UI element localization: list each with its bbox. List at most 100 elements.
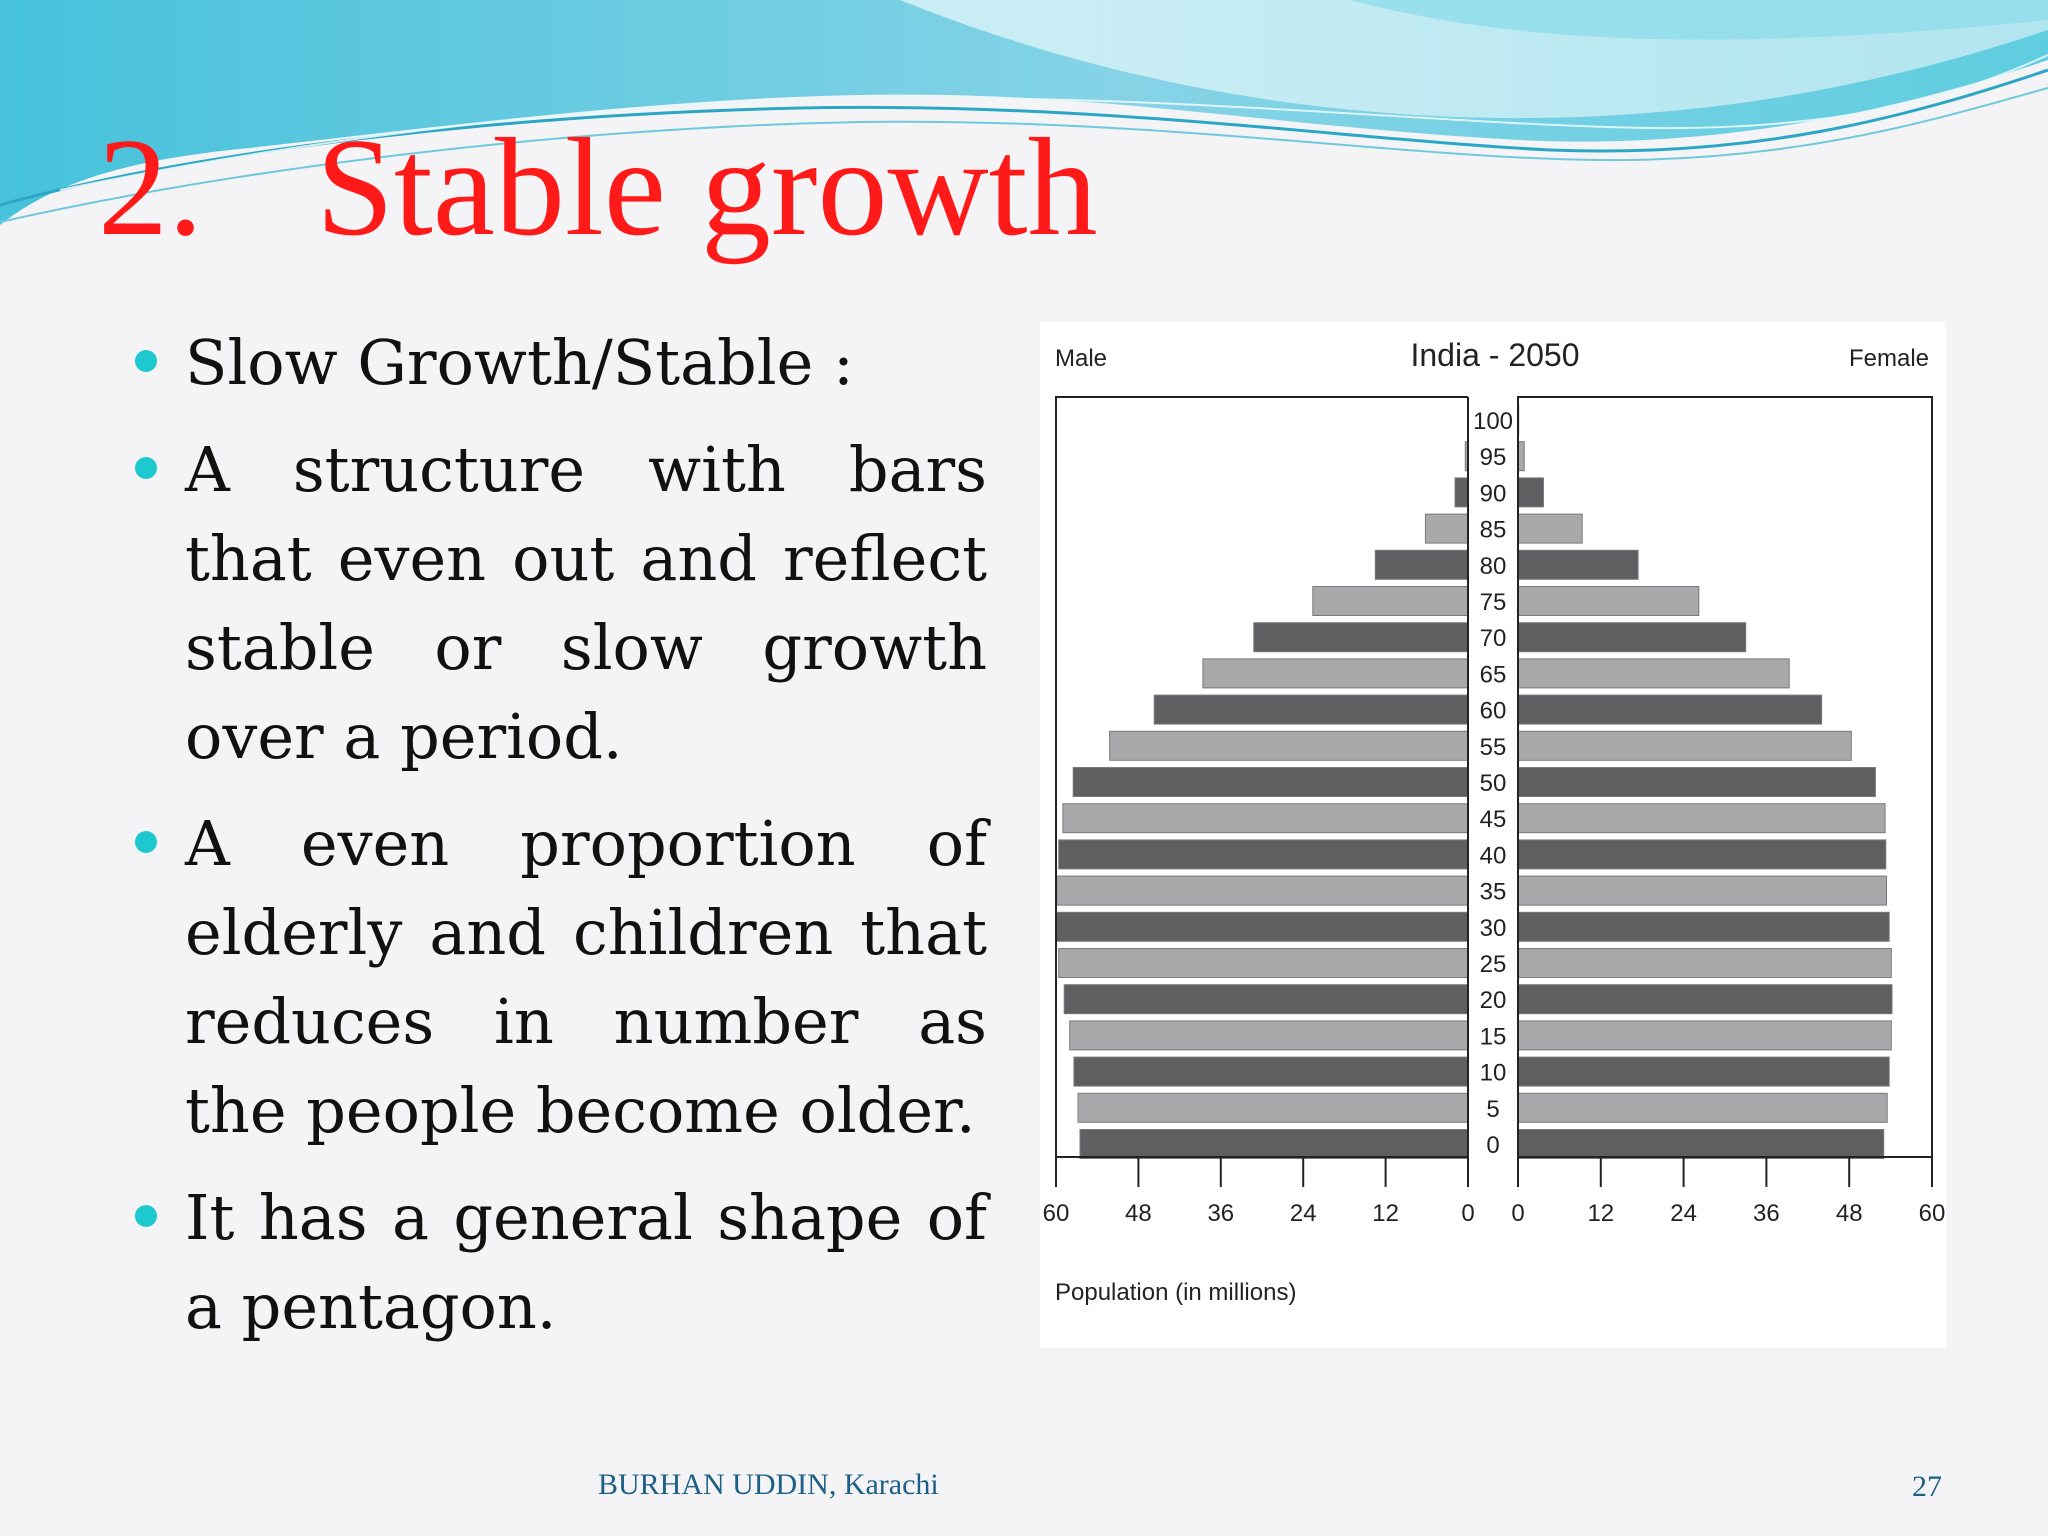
x-tick-label: 12: [1372, 1200, 1399, 1227]
male-bar-15: [1069, 1020, 1469, 1051]
female-bar-25: [1517, 948, 1892, 978]
bullet-dot-icon: [135, 831, 157, 853]
x-tick-label: 60: [1043, 1200, 1070, 1227]
bullet-list: Slow Growth/Stable : A structure with ba…: [135, 318, 987, 1369]
female-bar-15: [1517, 1020, 1892, 1051]
bullet-text: A structure with bars that even out and …: [185, 433, 987, 773]
female-bar-55: [1517, 730, 1852, 761]
female-bar-85: [1517, 513, 1583, 544]
age-label: 45: [1480, 806, 1507, 833]
x-tick-label: 60: [1919, 1200, 1946, 1227]
bullet-dot-icon: [135, 350, 157, 372]
title-text: Stable growth: [316, 110, 1098, 265]
title-number: 2.: [98, 110, 203, 265]
bullet-dot-icon: [135, 457, 157, 479]
female-bar-50: [1517, 767, 1876, 797]
chart-left-label: Male: [1055, 345, 1107, 372]
age-label: 5: [1486, 1096, 1499, 1123]
male-bar-55: [1109, 730, 1469, 761]
male-bar-5: [1077, 1092, 1469, 1123]
age-label: 20: [1480, 987, 1507, 1014]
bullet-item: It has a general shape of a pentagon.: [135, 1173, 987, 1351]
female-bar-5: [1517, 1092, 1888, 1123]
male-bar-90: [1454, 477, 1469, 508]
x-tick-label: 0: [1461, 1200, 1474, 1227]
age-label: 40: [1480, 842, 1507, 869]
x-tick-label: 12: [1587, 1200, 1614, 1227]
male-bar-35: [1056, 875, 1469, 906]
male-bar-50: [1072, 767, 1469, 797]
male-bar-45: [1062, 803, 1469, 834]
female-bar-10: [1517, 1056, 1890, 1087]
male-bar-10: [1073, 1056, 1469, 1087]
female-bar-40: [1517, 839, 1887, 870]
age-label: 90: [1480, 480, 1507, 507]
female-bar-60: [1517, 694, 1823, 725]
header-wave-decoration: [0, 0, 2048, 225]
age-label: 35: [1480, 879, 1507, 906]
footer-author: BURHAN UDDIN, Karachi: [598, 1468, 939, 1501]
female-bar-65: [1517, 658, 1790, 689]
female-bar-90: [1517, 477, 1544, 508]
age-label: 60: [1480, 698, 1507, 725]
male-bar-20: [1063, 984, 1469, 1015]
age-label: 70: [1480, 625, 1507, 652]
x-tick-label: 24: [1670, 1200, 1697, 1227]
male-bar-65: [1202, 658, 1469, 689]
female-bar-35: [1517, 875, 1887, 906]
bullet-text: A even proportion of elderly and childre…: [185, 807, 987, 1147]
chart-x-axis-label: Population (in millions): [1055, 1279, 1296, 1306]
x-tick-label: 24: [1290, 1200, 1317, 1227]
age-label: 0: [1486, 1132, 1499, 1159]
male-bar-25: [1058, 948, 1469, 978]
age-label: 50: [1480, 770, 1507, 797]
bullet-text: It has a general shape of a pentagon.: [185, 1181, 987, 1343]
female-bar-80: [1517, 549, 1639, 580]
age-labels-group: 0 5 10 15 20 25 30 35 40 45 50 55 60 65 70 75 80 85 90 95 10…: [1473, 408, 1513, 1159]
male-bar-80: [1374, 549, 1469, 580]
age-label: 30: [1480, 915, 1507, 942]
bullet-item: A structure with bars that even out and …: [135, 425, 987, 781]
chart-right-label: Female: [1849, 345, 1929, 372]
x-ticks-group: 60 48 36 24 12 0 0 12 24 36 48 60: [1043, 1157, 1946, 1227]
age-label: 100: [1473, 408, 1513, 435]
male-bar-70: [1253, 622, 1469, 653]
age-label: 75: [1480, 589, 1507, 616]
x-tick-label: 48: [1836, 1200, 1863, 1227]
chart-panel: Male India - 2050 Female Population (in …: [1040, 322, 1946, 1348]
age-label: 25: [1480, 951, 1507, 978]
x-tick-label: 48: [1125, 1200, 1152, 1227]
slide-title: 2. Stable growth: [98, 108, 1098, 268]
female-bar-20: [1517, 984, 1893, 1015]
bullet-item: Slow Growth/Stable :: [135, 318, 987, 407]
bullet-item: A even proportion of elderly and childre…: [135, 799, 987, 1155]
age-label: 95: [1480, 444, 1507, 471]
bars-group: [1055, 405, 1893, 1159]
female-axes-frame: [1517, 396, 1933, 1158]
age-label: 10: [1480, 1060, 1507, 1087]
male-bar-40: [1058, 839, 1469, 870]
male-bar-85: [1424, 513, 1469, 544]
population-pyramid-chart: Male India - 2050 Female Population (in …: [1043, 337, 1946, 1306]
page-number: 27: [1912, 1470, 1942, 1503]
female-bar-45: [1517, 803, 1886, 834]
age-label: 65: [1480, 661, 1507, 688]
female-bar-70: [1517, 622, 1747, 653]
chart-title: India - 2050: [1410, 337, 1579, 373]
male-bar-75: [1312, 586, 1469, 616]
age-label: 80: [1480, 553, 1507, 580]
male-bar-30: [1055, 911, 1469, 942]
age-label: 85: [1480, 517, 1507, 544]
bullet-text: Slow Growth/Stable :: [185, 326, 854, 399]
bullet-dot-icon: [135, 1205, 157, 1227]
age-label: 55: [1480, 734, 1507, 761]
x-tick-label: 36: [1753, 1200, 1780, 1227]
female-bar-30: [1517, 911, 1890, 942]
male-bar-60: [1153, 694, 1469, 725]
age-label: 15: [1480, 1023, 1507, 1050]
female-bar-75: [1517, 586, 1700, 616]
x-tick-label: 0: [1511, 1200, 1524, 1227]
x-tick-label: 36: [1207, 1200, 1234, 1227]
male-bar-0: [1079, 1129, 1469, 1159]
